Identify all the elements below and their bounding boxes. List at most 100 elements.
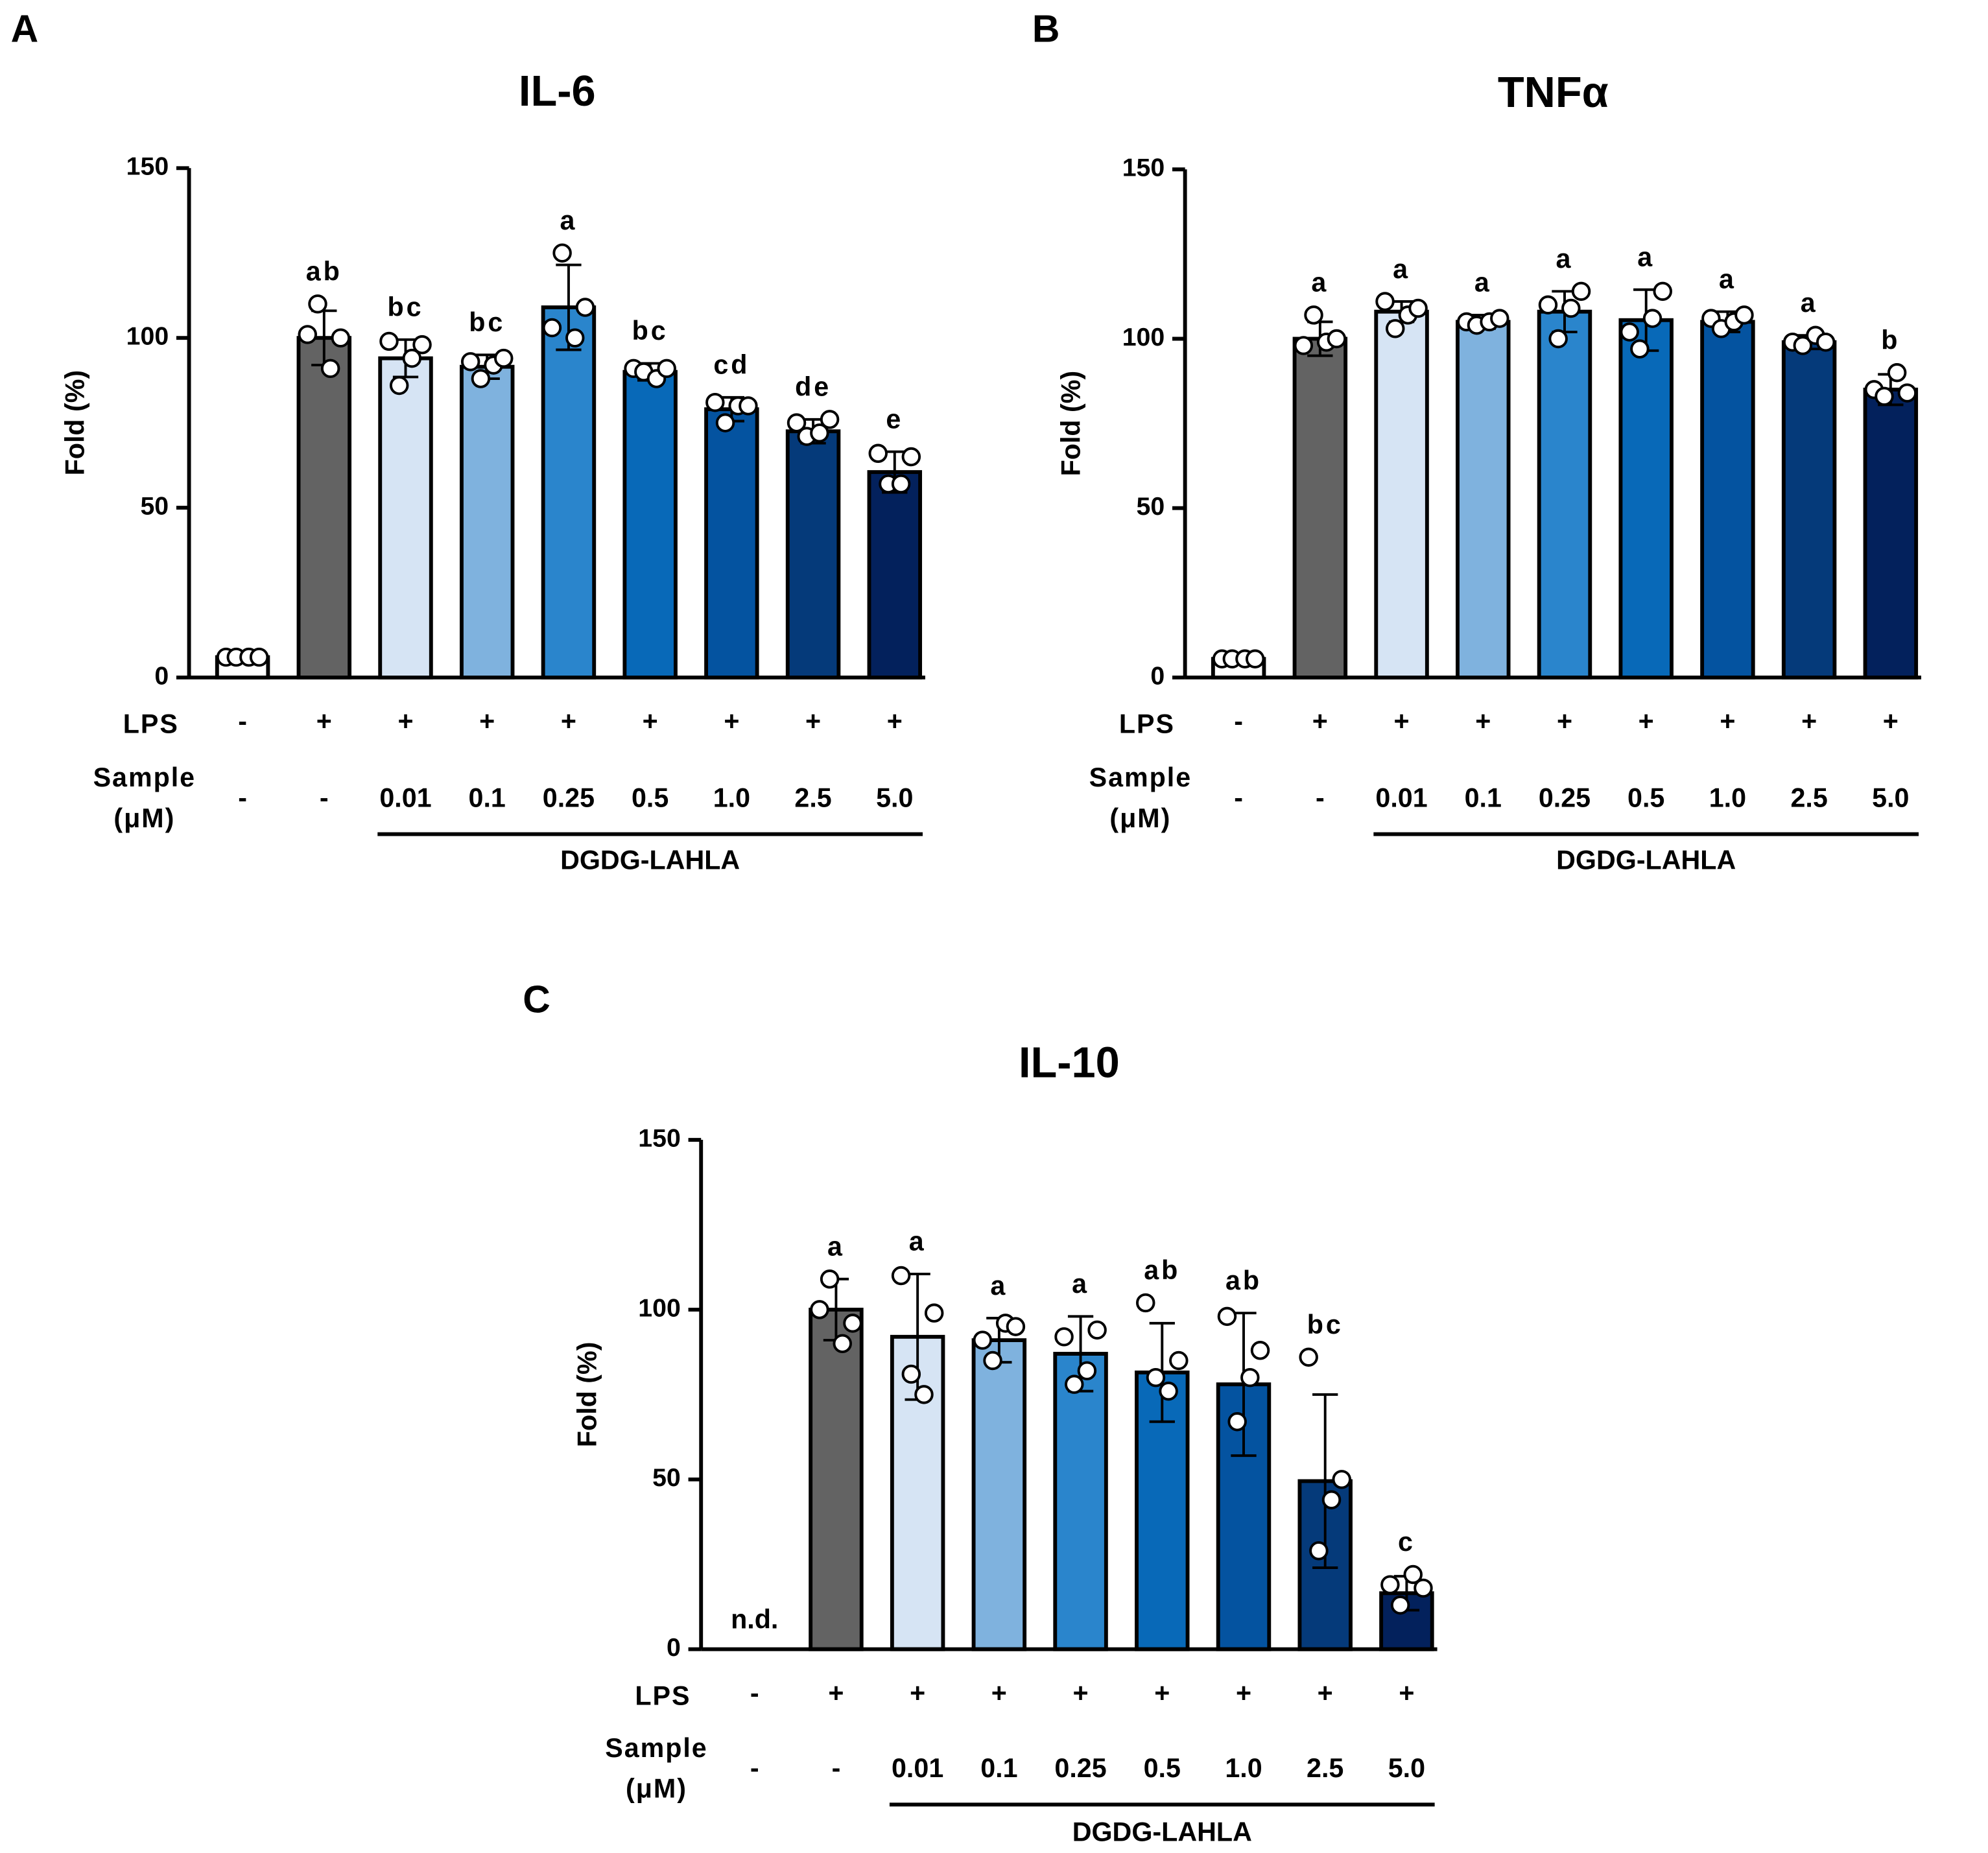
y-axis-label: Fold (%) [572,1342,602,1448]
data-point [1332,1470,1351,1489]
significance-letter: cd [713,350,750,380]
x-tick-label: 0.1 [1465,783,1502,812]
data-point [320,359,340,379]
significance-letter: a [1072,1269,1089,1299]
data-point [891,474,911,494]
significance-letter: e [886,404,903,434]
data-point [705,392,725,412]
x-tick-label: 0.5 [1627,783,1664,812]
annotation: n.d. [731,1604,778,1634]
significance-letter: a [1474,268,1492,298]
data-point [891,1266,911,1286]
significance-letter: bc [1307,1310,1343,1340]
data-point [810,423,829,443]
significance-letter: ab [1144,1255,1180,1285]
row-label: (μM) [113,803,175,833]
data-point [1548,329,1568,349]
data-point [402,348,422,368]
lps-label: + [643,707,658,737]
data-point [973,1330,993,1350]
data-point [412,335,432,355]
x-tick-label: 5.0 [1388,1753,1425,1783]
x-tick-label: 2.5 [1307,1753,1343,1783]
y-tick-label: 150 [1122,154,1165,182]
data-point [833,1334,852,1354]
data-point [820,410,840,429]
y-tick-label: 0 [667,1633,681,1662]
lps-label: - [750,1678,759,1708]
bar [1618,318,1674,679]
data-point [1087,1320,1107,1340]
data-point [1897,383,1917,403]
x-tick-label: 0.25 [543,783,595,812]
data-point [1299,1347,1318,1367]
x-tick-label: 0.25 [1054,1753,1106,1783]
bar [1053,1352,1108,1651]
row-label: Sample [605,1733,707,1763]
bar [1135,1370,1190,1651]
lps-label: + [1639,707,1654,737]
y-tick-label: 0 [154,661,169,690]
lps-label: + [910,1678,925,1708]
data-point [1887,363,1907,383]
bar [622,370,678,679]
panel-label: B [1032,8,1060,51]
significance-letter: a [1556,244,1574,274]
data-point [787,413,807,432]
lps-label: + [991,1678,1007,1708]
panel-label: A [11,8,39,51]
lps-label: + [1557,707,1572,737]
x-tick-label: 0.25 [1539,783,1591,812]
data-point [715,413,735,432]
significance-letter: ab [1225,1266,1262,1295]
y-tick-label: 50 [1137,492,1165,521]
data-point [868,443,888,464]
significance-letter: a [1801,288,1818,318]
data-point [575,298,595,317]
data-point [1159,1381,1178,1401]
row-label: (μM) [1109,803,1171,833]
lps-label: + [316,707,332,737]
data-point [1321,1490,1342,1509]
x-tick-label: - [1234,783,1243,812]
data-point [1054,1327,1074,1347]
x-tick-label: - [832,1753,841,1783]
lps-label: + [479,707,495,737]
data-point [1169,1351,1189,1371]
data-point [1304,305,1323,325]
y-axis-label: Fold (%) [60,370,90,476]
significance-letter: a [1393,254,1410,284]
chart-title: IL-10 [1019,1039,1120,1087]
row-label: LPS [123,709,179,739]
bar [378,356,433,679]
y-tick-label: 100 [1122,323,1165,351]
lps-label: + [1399,1678,1414,1708]
data-point [1561,298,1581,318]
data-point [901,1364,921,1384]
data-point [542,318,562,338]
lps-label: + [1475,707,1491,737]
lps-label: - [1234,707,1243,737]
y-tick-label: 100 [638,1293,681,1322]
x-tick-label: 0.01 [1375,783,1427,812]
data-point [1327,329,1347,349]
x-tick-label: - [1316,783,1325,812]
bar [296,336,352,679]
x-tick-label: 5.0 [876,783,913,812]
data-point [1734,305,1754,325]
data-point [1642,309,1663,328]
data-point [1375,292,1395,311]
lps-label: - [238,707,247,737]
data-point [1250,1341,1270,1360]
significance-letter: b [1881,325,1900,355]
bar [1781,340,1837,679]
data-point [249,647,269,667]
data-point [308,294,327,314]
x-tick-label: 0.5 [1144,1753,1181,1783]
bar [1537,309,1592,679]
data-point [471,369,491,388]
panel-label: C [523,978,550,1021]
x-tick-label: - [238,783,247,812]
data-point [1816,332,1836,352]
